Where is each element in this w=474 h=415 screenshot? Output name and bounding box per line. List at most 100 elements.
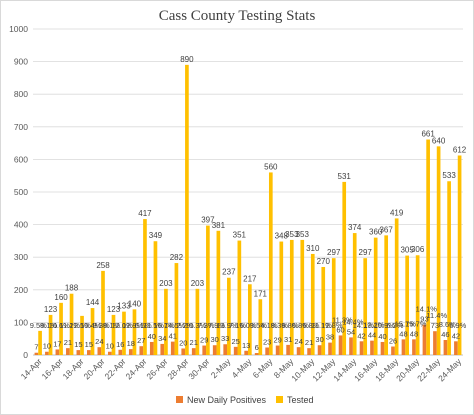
x-tick-label: 20-Apr <box>81 356 106 381</box>
y-tick-label: 800 <box>14 89 28 99</box>
data-label-positivity: 6.8% <box>292 321 309 330</box>
bar-new-daily-positives <box>149 341 154 355</box>
data-label-positives: 48 <box>410 329 418 338</box>
data-label-positivity: 4.1% <box>260 321 277 330</box>
data-label-tested: 349 <box>149 231 163 240</box>
data-label-positives: 41 <box>169 332 177 341</box>
bar-new-daily-positives <box>370 340 374 355</box>
data-label-tested: 890 <box>180 55 194 64</box>
y-tick-label: 200 <box>14 285 28 295</box>
data-label-tested: 417 <box>138 209 152 218</box>
data-label-positives: 54 <box>347 327 355 336</box>
bar-new-daily-positives <box>317 345 322 355</box>
data-label-tested: 144 <box>86 298 100 307</box>
data-label-positives: 21 <box>64 338 72 347</box>
bar-new-daily-positives <box>328 342 332 355</box>
bar-new-daily-positives <box>244 350 248 355</box>
bar-tested <box>132 309 137 355</box>
bar-tested <box>363 258 368 355</box>
data-label-positivity: 12.8% <box>321 321 343 330</box>
bar-new-daily-positives <box>202 345 207 355</box>
data-label-positives: 10 <box>106 342 114 351</box>
bar-tested <box>447 181 451 355</box>
data-label-tested: 133 <box>117 302 131 311</box>
data-label-positives: 7 <box>34 343 38 352</box>
legend-swatch-tested <box>276 396 283 403</box>
data-label-positives: 40 <box>378 332 386 341</box>
bar-tested <box>415 255 420 355</box>
data-label-tested: 188 <box>65 284 79 293</box>
data-label-positives: 27 <box>137 336 145 345</box>
data-label-positives: 18 <box>127 339 135 348</box>
bar-tested <box>268 172 273 355</box>
data-label-tested: 203 <box>159 279 173 288</box>
data-label-positives: 34 <box>158 334 166 343</box>
data-label-positivity: 6.8% <box>302 321 319 330</box>
data-label-positivity: 8.8% <box>281 321 298 330</box>
data-label-positivity: 8.6% <box>439 320 456 329</box>
data-label-positivity: 14.1% <box>416 305 438 314</box>
bar-new-daily-positives <box>275 345 280 355</box>
data-label-positives: 16 <box>116 340 124 349</box>
bar-new-daily-positives <box>349 337 353 355</box>
data-label-tested: 258 <box>96 261 110 270</box>
bar-tested <box>80 315 84 355</box>
bar-tested <box>405 255 409 355</box>
data-label-positivity: 8.1% <box>40 321 57 330</box>
data-label-positivity: 15.7% <box>395 319 417 328</box>
bar-new-daily-positives <box>76 350 81 355</box>
data-label-positivity: 12.9% <box>122 321 144 330</box>
bar-tested <box>352 233 357 355</box>
data-label-positives: 40 <box>148 332 156 341</box>
data-label-positives: 31 <box>284 335 292 344</box>
bar-new-daily-positives <box>391 346 395 355</box>
data-label-tested: 297 <box>327 248 341 257</box>
x-tick-label: 6-May <box>251 356 275 380</box>
data-label-positives: 73 <box>431 321 439 330</box>
bar-new-daily-positives <box>401 339 406 355</box>
bar-new-daily-positives <box>286 344 290 355</box>
bar-tested <box>248 284 252 355</box>
data-label-tested: 171 <box>254 289 268 298</box>
x-axis: 14-Apr16-Apr18-Apr20-Apr22-Apr24-Apr26-A… <box>19 356 464 384</box>
data-label-positives: 24 <box>95 337 103 346</box>
data-label-positives: 60 <box>336 325 344 334</box>
bar-new-daily-positives <box>380 341 385 355</box>
data-label-positives: 13 <box>242 341 250 350</box>
y-tick-label: 100 <box>14 317 28 327</box>
data-label-positivity: 8.1% <box>103 321 120 330</box>
bar-new-daily-positives <box>296 347 301 355</box>
data-label-positives: 42 <box>452 331 460 340</box>
bar-new-daily-positives <box>118 349 123 355</box>
data-label-positives: 21 <box>305 338 313 347</box>
data-label-tested: 348 <box>275 232 289 241</box>
data-label-positivity: 9.3% <box>93 321 110 330</box>
data-label-tested: 270 <box>317 257 331 266</box>
bar-new-daily-positives <box>107 351 112 355</box>
data-label-positivity: 3.5% <box>250 321 267 330</box>
data-label-positivity: 9.5% <box>30 321 47 330</box>
y-tick-label: 600 <box>14 154 28 164</box>
x-tick-label: 28-Apr <box>165 356 190 381</box>
data-label-positivity: 14.4% <box>342 317 364 326</box>
data-label-positivity: 13.9% <box>216 321 238 330</box>
bar-tested <box>457 155 462 355</box>
data-label-positives: 93 <box>420 315 428 324</box>
y-tick-label: 1000 <box>9 24 28 34</box>
data-label-tested: 123 <box>44 305 58 314</box>
data-label-tested: 367 <box>379 225 393 234</box>
bar-tested <box>206 225 210 355</box>
data-label-positives: 30 <box>211 335 219 344</box>
data-label-positives: 33 <box>221 334 229 343</box>
bar-tested <box>227 277 231 355</box>
legend-label-tested: Tested <box>287 395 314 405</box>
x-tick-label: 24-Apr <box>123 356 148 381</box>
data-label-positives: 46 <box>441 330 449 339</box>
bar-tested <box>426 139 430 355</box>
bar-new-daily-positives <box>55 349 60 355</box>
data-label-positivity: 15.7% <box>405 319 427 328</box>
data-label-positives: 20 <box>179 338 187 347</box>
bar-tested <box>384 235 389 355</box>
bar-new-daily-positives <box>254 353 259 355</box>
data-label-positivity: 10.9% <box>374 321 396 330</box>
